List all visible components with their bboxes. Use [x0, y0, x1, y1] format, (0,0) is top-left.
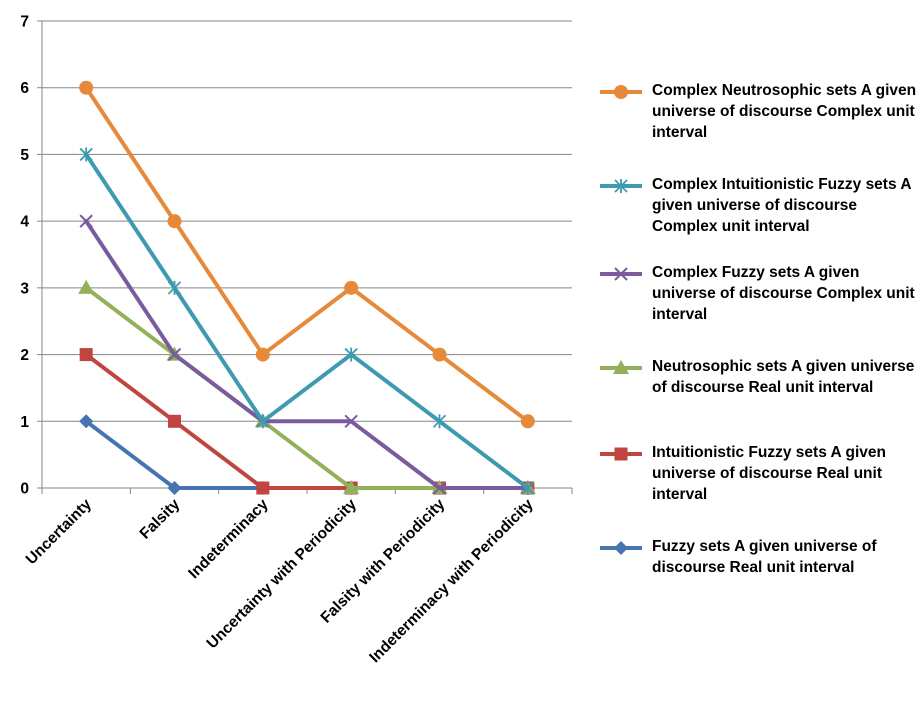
star-marker [614, 179, 628, 193]
star-marker [344, 347, 358, 362]
diamond-marker [79, 414, 94, 429]
y-tick-labels: 0 1 2 3 4 5 6 7 [20, 14, 29, 498]
series-line [84, 152, 530, 490]
y-tick-label: 6 [20, 80, 29, 97]
x-marker-stroke [614, 267, 628, 281]
gridlines [42, 20, 572, 422]
series-1 [79, 80, 535, 429]
x-tick-label: Indeterminacy with Periodicity [366, 496, 537, 667]
x-tick-label: Falsity [137, 496, 184, 543]
legend-label: Complex Intuitionistic Fuzzy sets A give… [652, 176, 911, 235]
star-marker [167, 280, 182, 295]
star-marker [521, 481, 535, 495]
y-tick-label: 2 [20, 347, 29, 364]
x-marker [432, 481, 447, 495]
star-marker [256, 414, 270, 429]
circle-marker [614, 85, 628, 99]
y-tick-label: 4 [20, 214, 29, 231]
x-tick-labels: Uncertainty Falsity IndeterminacyUncertain… [23, 496, 537, 667]
y-tick-label: 5 [20, 147, 29, 164]
x-marker-stroke [432, 481, 447, 495]
series-line [84, 85, 530, 424]
circle-marker [432, 347, 447, 362]
circle-marker [255, 347, 270, 362]
legend-label: Neutrosophic sets A given universe of di… [652, 358, 915, 396]
circle-marker [167, 214, 182, 229]
square-marker [168, 414, 181, 428]
x-marker [614, 267, 628, 281]
legend-symbol [600, 447, 642, 461]
star-marker [79, 147, 93, 162]
legend-symbol [600, 179, 642, 193]
square-marker [79, 348, 93, 362]
circle-marker [79, 80, 94, 95]
legend-label: Complex Neutrosophic sets A given univer… [652, 82, 917, 141]
x-marker-stroke [167, 347, 182, 362]
legend-symbol [600, 360, 642, 374]
legend-symbol [600, 85, 642, 99]
diamond-marker [167, 481, 182, 495]
y-tick-label: 1 [20, 414, 29, 431]
square-marker [256, 481, 270, 495]
series-2 [79, 147, 535, 495]
triangle-marker [613, 360, 629, 374]
circle-marker [344, 280, 359, 295]
legend-label: Complex Fuzzy sets A given universe of d… [652, 264, 915, 323]
x-tick-label: Indeterminacy [185, 496, 272, 583]
legend-label: Intuitionistic Fuzzy sets A given univer… [652, 444, 886, 503]
x-tick-label: Uncertainty with Periodicity [204, 496, 361, 653]
y-tick-label: 3 [20, 280, 29, 297]
legend-symbol [600, 267, 642, 281]
circle-marker [520, 414, 535, 429]
x-marker [79, 214, 93, 228]
y-tick-label: 7 [20, 14, 29, 31]
x-marker-stroke [79, 214, 93, 228]
y-tick-label: 0 [20, 481, 29, 498]
x-marker-stroke [344, 414, 358, 428]
legend-symbol [600, 541, 642, 555]
x-tick-label: Uncertainty [23, 496, 96, 569]
star-marker [432, 414, 447, 429]
x-marker [167, 347, 182, 362]
x-marker [344, 414, 358, 428]
square-marker [614, 447, 628, 461]
triangle-marker [343, 480, 360, 494]
diamond-marker [614, 541, 628, 555]
legend-label: Fuzzy sets A given universe of discourse… [652, 538, 877, 576]
triangle-marker [78, 279, 95, 294]
series-line [84, 219, 530, 490]
